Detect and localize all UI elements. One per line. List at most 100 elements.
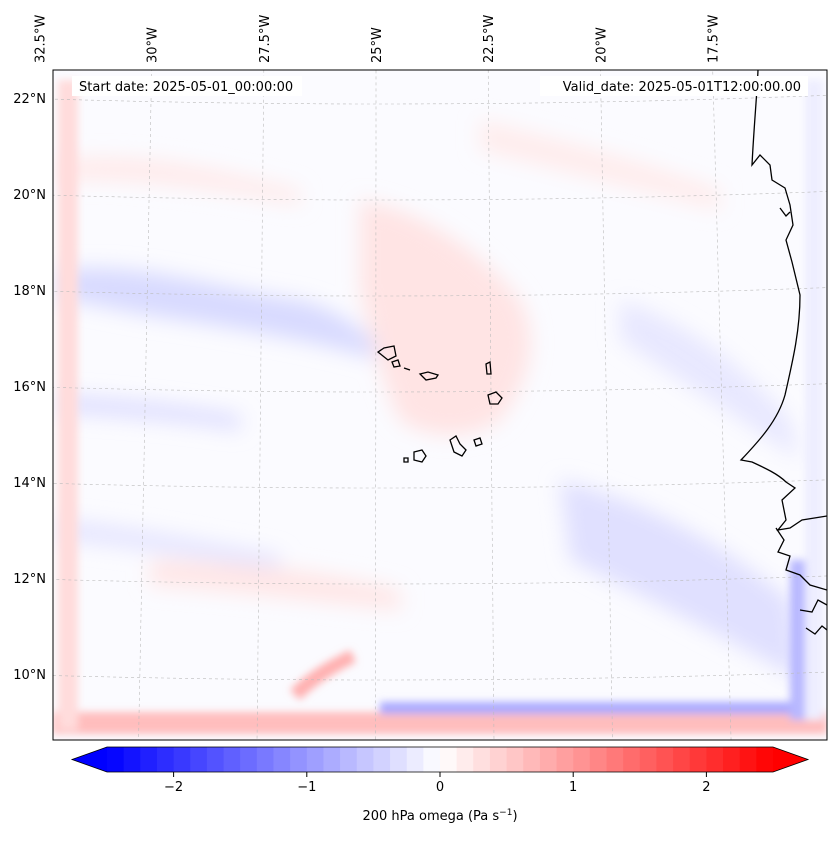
colorbar: −2 −1 0 1 2 [70,746,810,795]
colorbar-segment [356,747,374,772]
valid-date-box [540,76,808,96]
colorbar-segment [156,747,175,772]
colorbar-segment [340,747,358,772]
island-boa-vista [487,391,503,405]
colorbar-tick-label: −1 [297,780,316,795]
colorbar-segment [406,747,424,772]
negative-band-north [60,267,380,360]
negative-region-southeast [560,480,800,680]
colorbar-segment [606,747,624,772]
island-maio [473,437,483,447]
south-boundary-negative [380,702,800,714]
colorbar-segment [456,747,474,772]
longitude-tick-label: 27.5°W [258,15,273,63]
colorbar-segment [756,747,774,772]
coast-detail [779,207,791,217]
meridian-line [19,41,40,761]
meridian-line [138,70,152,740]
island-sal [485,360,492,375]
colorbar-segment [390,747,408,772]
bissau-coast [799,599,827,613]
island-santa-luzia [403,367,411,371]
island-santo-antao [376,345,397,361]
longitude-tick-label: 25°W [370,27,385,63]
latitude-tick-label: 12°N [13,572,46,587]
colorbar-segment [107,747,125,772]
negative-band-southwest [60,520,280,570]
colorbar-segment [323,747,341,772]
meridian-line [600,70,613,740]
colorbar-extend-min [72,747,107,772]
negative-region-east [620,300,800,460]
colorbar-segment [673,747,691,772]
colorbar-segment [206,747,225,772]
island-sao-nicolau [418,371,440,381]
colorbar-segment [240,747,258,772]
map-frame [52,69,828,741]
island-brava [403,457,409,463]
parallel-line [53,287,827,297]
longitude-tick-label: 22.5°W [482,15,497,63]
colorbar-segment [739,747,757,772]
island-sao-vicente [391,359,401,368]
negative-band-west [60,395,240,430]
colorbar-segment [140,747,158,772]
meridian-line [256,70,265,740]
longitude-tick-label: 30°W [146,27,161,63]
colorbar-segment [290,747,308,772]
latitude-tick-label: 10°N [13,668,46,683]
latitude-tick-label: 18°N [13,284,46,299]
colorbar-outline [70,746,810,773]
guinea-coast [775,527,827,591]
meridian-line [712,70,732,740]
positive-band-south [150,560,400,610]
island-santiago [449,435,467,457]
colorbar-tick-label: 1 [569,780,577,795]
colorbar-segment [256,747,274,772]
positive-band-northwest [60,157,300,205]
colorbar-segment [723,747,741,772]
colorbar-segment [656,747,674,772]
colorbar-segment [306,747,324,772]
coastline [376,70,827,635]
start-date-label: Start date: 2025-05-01_00:00:00 [79,80,293,95]
colorbar-segment [123,747,141,772]
parallel-line [53,191,827,201]
colorbar-segment [190,747,208,772]
parallel-line [53,575,827,585]
omega-field [19,41,827,761]
island-fogo [413,449,427,463]
colorbar-segment [589,747,607,772]
east-boundary [805,80,823,720]
latitude-tick-label: 20°N [13,188,46,203]
colorbar-segment [689,747,707,772]
colorbar-segment [639,747,657,772]
longitude-tick-label: 17.5°W [706,15,721,63]
africa-coast [739,70,827,531]
longitude-labels: 32.5°W 30°W 27.5°W 25°W 22.5°W 20°W 17.5°W [34,15,722,63]
parallel-line [53,383,827,393]
start-date-box [72,76,302,96]
south-boundary-positive [53,712,827,734]
field-edges [53,80,827,734]
colorbar-tick-label: 2 [702,780,710,795]
colorbar-label: 200 hPa omega (Pa s−1) [362,808,517,824]
colorbar-segment [273,747,291,772]
latitude-tick-label: 22°N [13,92,46,107]
positive-band-northeast [480,120,720,210]
southwest-positive-streak [290,650,356,700]
colorbar-segment [473,747,491,772]
bijagos-coast [805,625,827,635]
positive-region-center [360,200,531,435]
west-boundary-positive [58,80,78,730]
colorbar-segment [539,747,558,772]
colorbar-extend-max [773,747,808,772]
latitude-labels: 22°N 20°N 18°N 16°N 14°N 12°N 10°N [13,92,46,683]
parallel-line [53,95,827,105]
colorbar-segment [706,747,724,772]
colorbar-segment [440,747,458,772]
colorbar-segment [223,747,241,772]
colorbar-segment [506,747,524,772]
